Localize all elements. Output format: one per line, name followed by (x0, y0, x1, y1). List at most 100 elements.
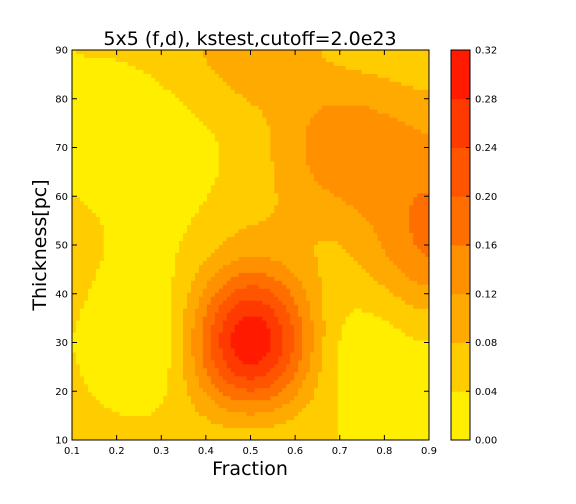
contour-cell (377, 237, 414, 242)
contour-cell (242, 360, 260, 365)
contour-cell (91, 280, 172, 286)
contour-cell (298, 312, 311, 318)
contour-cell (72, 149, 220, 155)
contour-cell (377, 109, 429, 115)
contour-cell (72, 408, 113, 413)
contour-cell (238, 256, 271, 262)
contour-cell (79, 316, 172, 322)
contour-cell (72, 312, 81, 318)
contour-cell (198, 412, 248, 417)
y-tick-label: 30 (55, 338, 68, 349)
contour-cell (210, 252, 315, 258)
contour-cell (238, 229, 375, 234)
contour-cell (337, 340, 429, 346)
contour-cell (234, 328, 271, 334)
contour-cell (286, 384, 303, 389)
contour-cell (313, 348, 323, 354)
contour-cell (72, 252, 105, 258)
contour-cell (294, 348, 303, 354)
contour-cell (230, 336, 271, 342)
contour-cell (210, 129, 271, 135)
contour-cell (210, 376, 224, 381)
contour-cell (246, 97, 429, 103)
x-tick-label: 0.1 (64, 446, 80, 457)
contour-cell (206, 304, 220, 310)
contour-cell (313, 328, 327, 334)
contour-cell (230, 396, 271, 401)
contour-cell (401, 328, 429, 334)
contour-cell (321, 368, 339, 373)
contour-cell (321, 292, 394, 298)
contour-cell (317, 264, 363, 270)
contour-cell (270, 336, 283, 342)
contour-cell (167, 388, 188, 393)
contour-cell (234, 372, 267, 377)
contour-cell (230, 85, 414, 91)
contour-cell (202, 324, 212, 330)
contour-cell (294, 372, 307, 377)
contour-cell (230, 292, 275, 298)
contour-cell (278, 376, 295, 381)
contour-cell (171, 316, 184, 322)
contour-cell (274, 292, 291, 298)
contour-cell (72, 145, 220, 151)
contour-cell (274, 364, 287, 369)
contour-cell (389, 256, 429, 262)
contour-cell (282, 404, 307, 409)
contour-cell (163, 85, 232, 91)
contour-cell (270, 137, 307, 143)
contour-cell (175, 272, 196, 278)
contour-cell (325, 332, 343, 338)
contour-cell (258, 105, 323, 111)
contour-cell (210, 65, 347, 71)
contour-cell (72, 133, 216, 139)
contour-cell (222, 324, 236, 330)
contour-cell (317, 272, 371, 278)
contour-cell (274, 408, 303, 413)
contour-cell (72, 256, 105, 262)
contour-cell (72, 428, 339, 433)
contour-cell (361, 213, 410, 218)
contour-cell (206, 61, 335, 67)
contour-cell (230, 340, 271, 346)
contour-cell (95, 276, 172, 282)
contour-cell (187, 229, 240, 234)
contour-cell (206, 416, 295, 421)
contour-cell (222, 284, 248, 290)
contour-cell (194, 213, 271, 218)
colorbar-tick-label: 0.24 (475, 143, 497, 154)
contour-cell (409, 205, 429, 210)
contour-cell (79, 364, 172, 369)
contour-cell (167, 380, 188, 385)
contour-cell (409, 217, 429, 222)
contour-cell (183, 101, 252, 107)
contour-cell (317, 376, 339, 381)
contour-cell (191, 217, 267, 222)
contour-cell (214, 248, 315, 254)
contour-cell (282, 260, 319, 266)
contour-cell (270, 149, 307, 155)
contour-cell (171, 300, 188, 306)
colorbar-band (451, 196, 470, 246)
contour-cell (381, 241, 414, 246)
contour-cell (254, 388, 283, 393)
contour-cell (91, 209, 200, 214)
contour-cell (218, 288, 236, 294)
x-tick-label: 0.6 (287, 446, 303, 457)
contour-cell (103, 252, 176, 258)
contour-cell (337, 376, 429, 381)
contour-cell (270, 213, 363, 218)
x-axis-label: Fraction (212, 458, 288, 480)
contour-cell (210, 396, 232, 401)
contour-cell (72, 324, 77, 330)
contour-cell (72, 89, 172, 95)
contour-cell (72, 181, 216, 186)
contour-cell (409, 229, 429, 234)
contour-cell (230, 332, 271, 338)
contour-cell (72, 205, 89, 210)
contour-cell (175, 260, 204, 266)
contour-cell (194, 356, 204, 362)
contour-cell (191, 336, 204, 342)
contour-cell (397, 264, 429, 270)
contour-cell (210, 340, 220, 346)
